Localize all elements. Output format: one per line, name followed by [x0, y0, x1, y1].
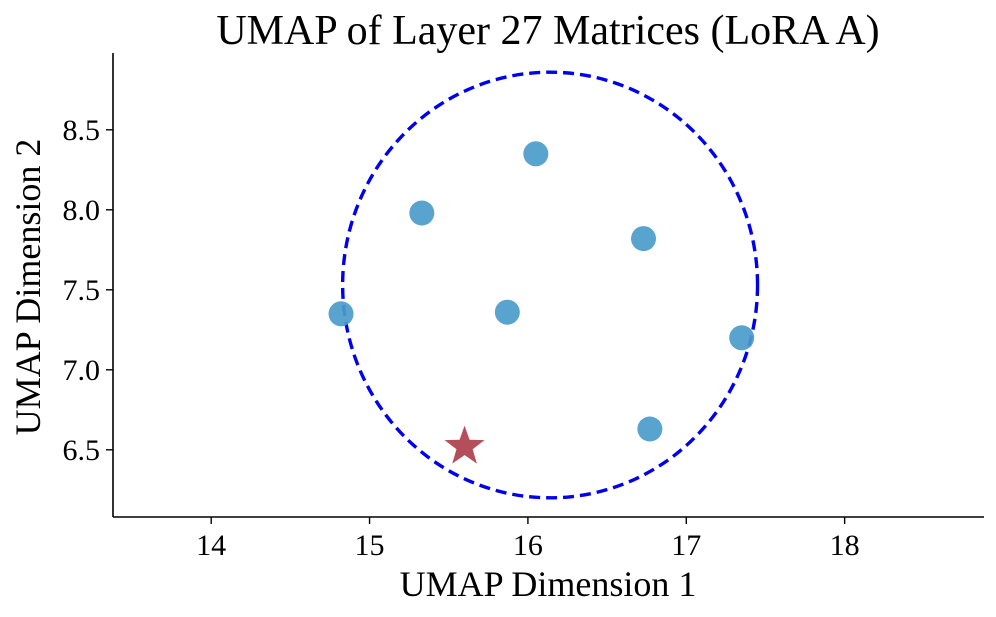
x-axis-label: UMAP Dimension 1 — [400, 564, 697, 604]
x-tick-label: 18 — [830, 529, 860, 562]
chart-title: UMAP of Layer 27 Matrices (LoRA A) — [216, 8, 879, 54]
y-tick-label: 8.0 — [63, 194, 101, 227]
y-tick-label: 8.5 — [63, 114, 101, 147]
y-tick-label: 7.5 — [63, 274, 101, 307]
y-tick-label: 6.5 — [63, 434, 101, 467]
dashed-circle-annotation — [340, 70, 760, 500]
star-point — [444, 425, 485, 464]
scatter-point — [729, 325, 755, 351]
x-tick-label: 17 — [671, 529, 701, 562]
x-tick-label: 15 — [355, 529, 385, 562]
x-tick-label: 14 — [196, 529, 226, 562]
y-tick-label: 7.0 — [63, 354, 101, 387]
scatter-point — [494, 299, 520, 325]
scatter-point — [328, 301, 354, 327]
x-tick-label: 16 — [513, 529, 543, 562]
y-axis-label: UMAP Dimension 2 — [8, 139, 48, 436]
scatter-point — [631, 226, 657, 252]
scatter-point — [523, 141, 549, 167]
scatter-point — [637, 416, 663, 442]
scatter-point — [409, 200, 435, 226]
